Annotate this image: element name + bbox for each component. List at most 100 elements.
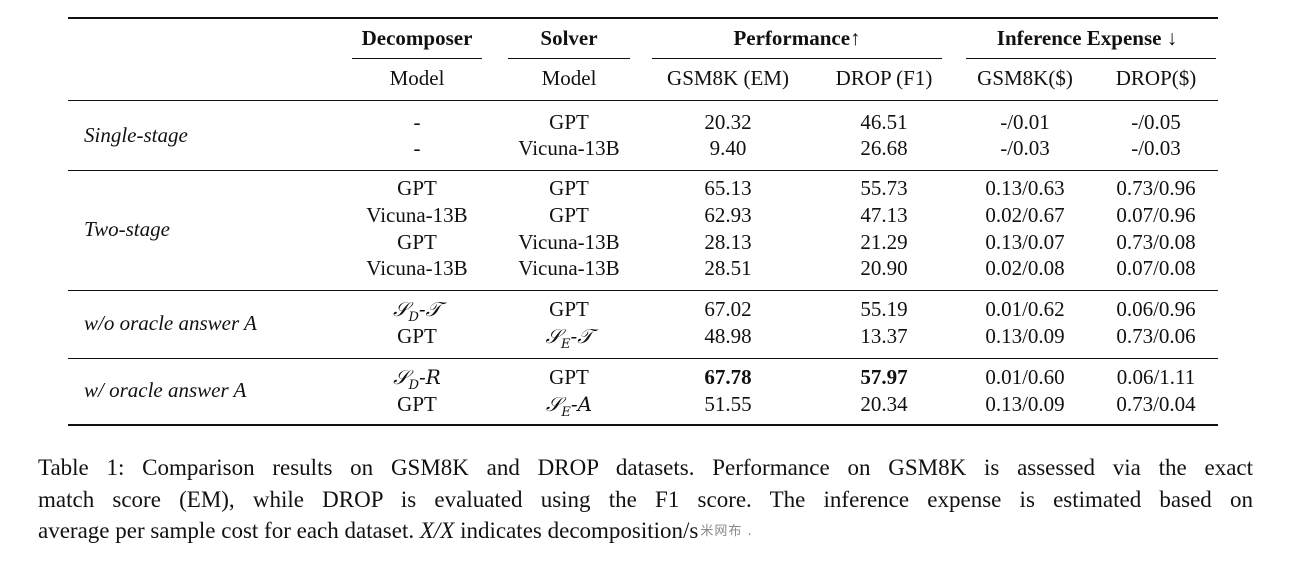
math-subscript: D: [408, 310, 419, 325]
group-label: w/o oracle answer A: [84, 311, 257, 335]
solver-cell: Vicuna-13B: [518, 256, 620, 280]
caption-line-2: match score (EM), while DROP is evaluate…: [38, 486, 1253, 512]
subheader-drop-f1: DROP (F1): [835, 66, 933, 90]
gsm8k-cost-cell: -/0.01: [1000, 110, 1050, 134]
table-bottom-rule: [68, 424, 1218, 426]
header-decomposer: Decomposer: [361, 26, 473, 50]
math-symbol: 𝒮: [393, 365, 409, 389]
table-caption: Table 1: Comparison results on GSM8K and…: [38, 452, 1253, 548]
drop-cell: 26.68: [860, 136, 908, 160]
drop-cost-cell: -/0.03: [1131, 136, 1181, 160]
decomposer-underline: [352, 58, 482, 59]
drop-cost-cell: 0.06/1.11: [1116, 365, 1196, 389]
caption-line-3-text: average per sample cost for each dataset…: [38, 518, 420, 543]
drop-cell: 21.29: [860, 230, 908, 254]
expense-underline: [966, 58, 1216, 59]
math-suffix: -𝒯: [418, 297, 441, 321]
performance-underline: [652, 58, 942, 59]
gsm8k-cost-cell: 0.02/0.67: [985, 203, 1065, 227]
solver-cell: GPT: [549, 365, 589, 389]
drop-cell: 20.34: [860, 392, 908, 416]
header-solver: Solver: [540, 26, 598, 50]
drop-cell: 13.37: [860, 324, 908, 348]
gsm8k-cost-cell: -/0.03: [1000, 136, 1050, 160]
header-bottom-rule: [68, 100, 1218, 101]
drop-cell: 46.51: [860, 110, 908, 134]
math-suffix: -𝒯: [570, 324, 593, 348]
subheader-drop-cost: DROP($): [1115, 66, 1197, 90]
header-inference-expense: Inference Expense ↓: [996, 26, 1178, 50]
drop-cost-cell: 0.73/0.06: [1116, 324, 1196, 348]
solver-cell: GPT: [549, 110, 589, 134]
math-subscript: E: [560, 337, 571, 352]
decomposer-cell: GPT: [397, 324, 437, 348]
group-label: Single-stage: [84, 123, 188, 147]
gsm8k-cost-cell: 0.01/0.60: [985, 365, 1065, 389]
decomposer-cell: GPT: [397, 230, 437, 254]
gsm8k-cell: 28.51: [704, 256, 752, 280]
decomposer-cell: -: [413, 136, 421, 160]
solver-cell: Vicuna-13B: [518, 136, 620, 160]
caption-line-1: Table 1: Comparison results on GSM8K and…: [38, 455, 1253, 480]
decomposer-cell: Vicuna-13B: [366, 203, 468, 227]
group-rule-1: [68, 170, 1218, 171]
subheader-solver-model: Model: [541, 66, 597, 90]
gsm8k-cell: 9.40: [709, 136, 747, 160]
caption-line-3-rest: indicates decomposition/s: [454, 518, 699, 543]
solver-underline: [508, 58, 630, 59]
gsm8k-cell: 48.98: [704, 324, 752, 348]
drop-cell: 55.73: [860, 176, 908, 200]
solver-cell: Vicuna-13B: [518, 230, 620, 254]
solver-cell: GPT: [549, 297, 589, 321]
solver-cell: 𝒮E-A: [546, 392, 592, 420]
subheader-gsm8k-em: GSM8K (EM): [667, 66, 789, 90]
gsm8k-cell: 20.32: [704, 110, 752, 134]
watermark: 米网布 .: [700, 524, 753, 539]
header-performance: Performance↑: [733, 26, 861, 50]
group-rule-3: [68, 358, 1218, 359]
drop-cell: 57.97: [860, 365, 908, 389]
group-label: w/ oracle answer A: [84, 378, 247, 402]
drop-cost-cell: 0.73/0.08: [1116, 230, 1196, 254]
gsm8k-cost-cell: 0.13/0.63: [985, 176, 1065, 200]
drop-cost-cell: 0.06/0.96: [1116, 297, 1196, 321]
math-symbol: 𝒮: [545, 324, 561, 348]
gsm8k-cost-cell: 0.02/0.08: [985, 256, 1065, 280]
math-symbol: 𝒮: [545, 392, 562, 416]
decomposer-cell: GPT: [397, 392, 437, 416]
math-suffix: -R: [419, 365, 441, 389]
solver-cell: 𝒮E-𝒯: [545, 324, 592, 352]
gsm8k-cell: 67.02: [704, 297, 752, 321]
decomposer-cell: GPT: [397, 176, 437, 200]
decomposer-cell: 𝒮D-R: [393, 365, 441, 393]
subheader-gsm8k-cost: GSM8K($): [977, 66, 1073, 90]
drop-cell: 47.13: [860, 203, 908, 227]
drop-cost-cell: 0.07/0.96: [1116, 203, 1196, 227]
drop-cell: 55.19: [860, 297, 908, 321]
caption-math: X/X: [419, 518, 455, 543]
gsm8k-cell: 65.13: [704, 176, 752, 200]
math-subscript: D: [408, 378, 420, 393]
caption-line-3: average per sample cost for each dataset…: [38, 515, 1253, 548]
gsm8k-cell: 28.13: [704, 230, 752, 254]
drop-cost-cell: 0.73/0.96: [1116, 176, 1196, 200]
math-subscript: E: [561, 405, 571, 420]
decomposer-cell: 𝒮D-𝒯: [393, 297, 441, 325]
math-symbol: 𝒮: [393, 297, 409, 321]
gsm8k-cell: 67.78: [704, 365, 752, 389]
table-top-rule: [68, 17, 1218, 19]
gsm8k-cost-cell: 0.13/0.07: [985, 230, 1065, 254]
group-rule-2: [68, 290, 1218, 291]
group-label: Two-stage: [84, 217, 170, 241]
gsm8k-cost-cell: 0.13/0.09: [985, 392, 1065, 416]
math-suffix: -A: [570, 392, 593, 416]
drop-cost-cell: 0.73/0.04: [1116, 392, 1196, 416]
decomposer-cell: Vicuna-13B: [366, 256, 468, 280]
drop-cost-cell: 0.07/0.08: [1116, 256, 1196, 280]
solver-cell: GPT: [549, 203, 589, 227]
drop-cost-cell: -/0.05: [1131, 110, 1181, 134]
gsm8k-cost-cell: 0.01/0.62: [985, 297, 1065, 321]
gsm8k-cost-cell: 0.13/0.09: [985, 324, 1065, 348]
gsm8k-cell: 51.55: [704, 392, 752, 416]
decomposer-cell: -: [413, 110, 421, 134]
